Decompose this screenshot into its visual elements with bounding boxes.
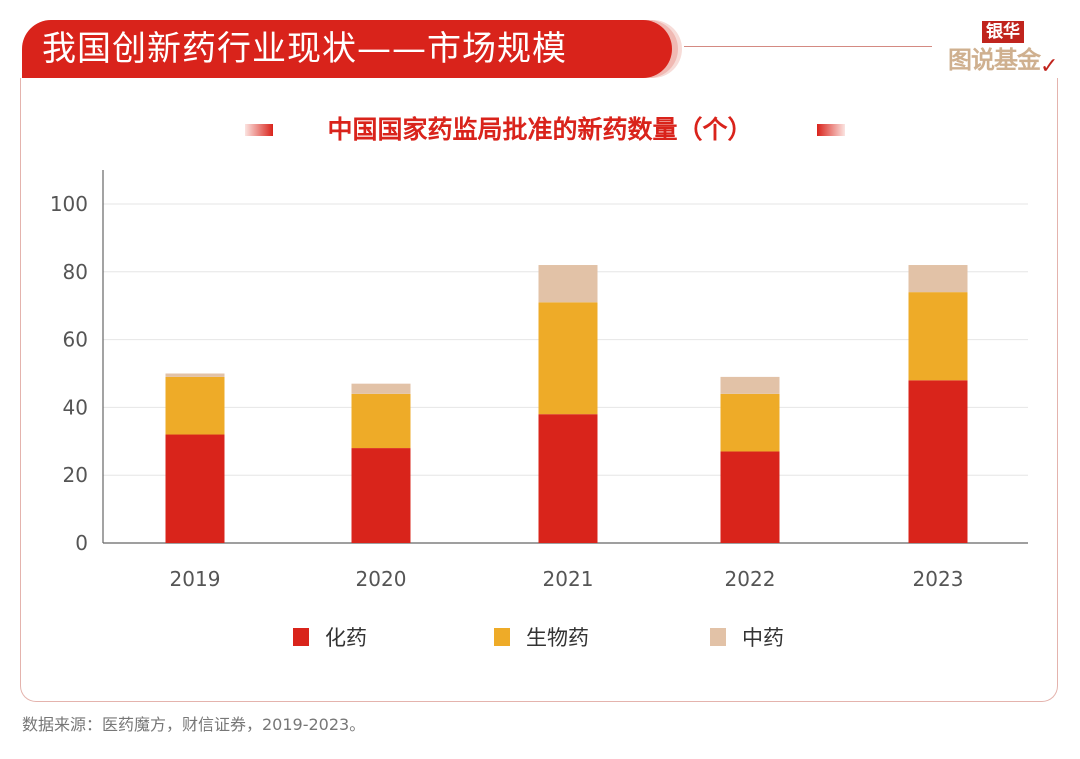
y-tick-label: 60 (63, 328, 88, 352)
legend-label: 中药 (742, 626, 784, 650)
x-tick-label: 2023 (913, 567, 964, 591)
brand-logo: 银华 图说基金 ✓ (944, 18, 1064, 80)
bar-segment (351, 393, 411, 449)
bar-segment (351, 383, 411, 394)
bar-segment (908, 292, 968, 381)
legend-label: 化药 (325, 626, 367, 650)
bar-segment (908, 380, 968, 543)
bar-segment (720, 393, 780, 452)
subtitle-decoration-right (817, 124, 845, 136)
bar-segment (720, 451, 780, 543)
bar-segment (165, 376, 225, 435)
chart-card (20, 78, 1058, 702)
title-banner: 我国创新药行业现状——市场规模 (22, 20, 672, 78)
x-tick-label: 2019 (170, 567, 221, 591)
legend-swatch (710, 628, 726, 646)
bar-segment (538, 302, 598, 415)
logo-bottom-text: 图说基金 (948, 46, 1041, 74)
chart-legend: 化药 生物药 中药 (0, 622, 1080, 654)
y-tick-label: 100 (50, 192, 88, 216)
chart-title: 中国国家药监局批准的新药数量（个） (327, 115, 753, 144)
check-icon: ✓ (1040, 54, 1059, 79)
bar-segment (351, 448, 411, 543)
y-tick-label: 0 (75, 531, 88, 555)
legend-item: 中药 (710, 622, 784, 652)
page-title: 我国创新药行业现状——市场规模 (42, 29, 567, 69)
bar-segment (720, 376, 780, 394)
header-divider (684, 46, 932, 47)
y-tick-label: 80 (63, 260, 88, 284)
bar-segment (538, 265, 598, 303)
legend-label: 生物药 (526, 626, 589, 650)
subtitle-decoration-left (245, 124, 273, 136)
y-tick-label: 20 (63, 463, 88, 487)
x-tick-label: 2021 (543, 567, 594, 591)
legend-swatch (293, 628, 309, 646)
bar-segment (538, 414, 598, 543)
stacked-bar-chart: 0 20 40 60 80 100 2019 2020 2021 2022 2023 (50, 170, 1028, 591)
legend-item: 生物药 (494, 622, 589, 652)
bar-segment (165, 373, 225, 377)
x-tick-label: 2020 (356, 567, 407, 591)
data-source-note: 数据来源：医药魔方，财信证券，2019-2023。 (22, 715, 366, 734)
y-tick-label: 40 (63, 395, 88, 419)
x-tick-label: 2022 (725, 567, 776, 591)
legend-swatch (494, 628, 510, 646)
bar-segment (908, 265, 968, 293)
bar-segment (165, 434, 225, 543)
legend-item: 化药 (293, 622, 367, 652)
logo-top-text: 银华 (982, 21, 1024, 43)
